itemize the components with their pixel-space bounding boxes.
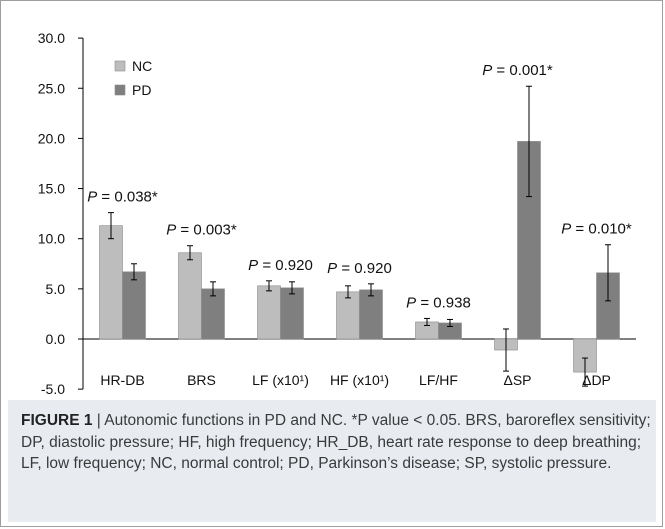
legend-label-nc: NC	[132, 58, 152, 74]
x-tick-label: HR-DB	[100, 372, 144, 388]
y-tick-label: 25.0	[38, 80, 65, 96]
bar-chart: -5.0 0.0 5.0 10.0 15.0 20.0 25.0 30.0 HR-DB P = 0…	[38, 30, 636, 397]
p-value-annotation: P = 0.920	[248, 257, 313, 274]
bar-nc	[99, 225, 123, 340]
x-tick-label: ΔSP	[503, 372, 531, 388]
p-value-annotation: P = 0.920	[327, 260, 392, 277]
legend-label-pd: PD	[132, 82, 151, 98]
bar-nc	[336, 291, 360, 340]
caption-text: | Autonomic functions in PD and NC. *P v…	[21, 412, 651, 472]
p-value-annotation: P = 0.010*	[561, 221, 632, 238]
bar-nc	[178, 252, 202, 340]
y-tick-label: 20.0	[38, 130, 65, 146]
bar-nc	[257, 285, 281, 340]
y-tick-label: 15.0	[38, 181, 65, 197]
bar-pd	[201, 288, 225, 340]
x-tick-label: LF (x10¹)	[252, 372, 309, 388]
bar-pd	[280, 287, 304, 340]
y-tick-label: 10.0	[38, 231, 65, 247]
y-tick-label: 30.0	[38, 30, 65, 46]
y-tick-label: 0.0	[46, 331, 66, 347]
legend-swatch-pd	[114, 84, 126, 96]
bar-pd	[359, 289, 383, 340]
p-value-annotation: P = 0.938	[406, 294, 471, 311]
x-tick-label: BRS	[187, 372, 216, 388]
caption-panel: FIGURE 1 | Autonomic functions in PD and…	[8, 400, 656, 522]
x-tick-label: HF (x10¹)	[330, 372, 389, 388]
bar-pd	[122, 271, 146, 340]
y-tick-label: 5.0	[46, 281, 66, 297]
p-value-annotation: P = 0.001*	[482, 62, 553, 79]
x-tick-label: LF/HF	[419, 372, 458, 388]
y-tick-label: -5.0	[41, 381, 65, 397]
x-tick-label: ΔDP	[582, 372, 611, 388]
p-value-annotation: P = 0.038*	[87, 189, 158, 206]
p-value-annotation: P = 0.003*	[166, 222, 237, 239]
legend-swatch-nc	[114, 60, 126, 72]
figure-caption: FIGURE 1 | Autonomic functions in PD and…	[21, 410, 651, 475]
figure-label: FIGURE 1	[21, 412, 93, 429]
